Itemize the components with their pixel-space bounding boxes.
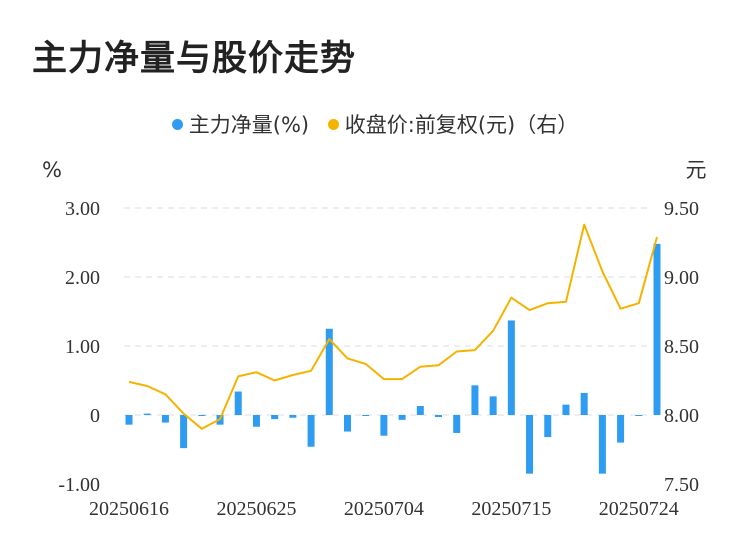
legend-item-close-price[interactable]: 收盘价:前复权(元)（右）	[327, 109, 579, 139]
legend-marker-net-volume	[171, 118, 183, 130]
bar-net-volume	[598, 415, 606, 474]
y-left-tick-label: -1.00	[58, 474, 100, 496]
bar-net-volume	[325, 328, 333, 415]
bar-net-volume	[617, 415, 625, 443]
bar-net-volume	[471, 385, 479, 415]
bar-net-volume	[271, 415, 279, 420]
bar-net-volume	[234, 391, 242, 415]
bar-net-volume	[416, 406, 424, 415]
y-left-unit-label: %	[42, 158, 62, 182]
chart-title: 主力净量与股价走势	[32, 39, 357, 79]
bar-net-volume	[143, 413, 151, 415]
x-tick-label: 20250704	[344, 498, 424, 520]
legend-label-close-price: 收盘价:前复权(元)（右）	[344, 113, 579, 137]
bar-net-volume	[180, 415, 188, 449]
x-tick-label: 20250616	[89, 498, 169, 520]
y-left-tick-label: 3.00	[65, 198, 100, 220]
bar-net-volume	[526, 415, 534, 474]
bar-net-volume	[125, 415, 133, 425]
bar-net-volume	[580, 392, 588, 415]
y-right-tick-label: 9.50	[664, 198, 699, 220]
legend-item-net-volume[interactable]: 主力净量(%)	[171, 109, 310, 139]
bar-net-volume	[507, 320, 515, 415]
bar-net-volume	[489, 396, 497, 415]
y-right-tick-label: 9.00	[664, 267, 699, 289]
bar-net-volume	[435, 415, 443, 418]
y-right-tick-label: 8.00	[664, 405, 699, 427]
bar-net-volume	[380, 415, 388, 436]
bar-net-volume	[453, 415, 461, 433]
x-tick-label: 20250715	[471, 498, 551, 520]
y-right-tick-label: 7.50	[664, 474, 699, 496]
legend-marker-close-price	[327, 118, 339, 130]
line-close-price	[128, 223, 658, 430]
bar-net-volume	[252, 415, 260, 427]
bar-net-volume	[562, 404, 570, 415]
bar-net-volume	[635, 415, 643, 416]
legend-label-net-volume: 主力净量(%)	[188, 113, 310, 137]
bar-net-volume	[544, 415, 552, 438]
bar-net-volume	[307, 415, 315, 447]
bar-net-volume	[343, 415, 351, 432]
bar-net-volume	[653, 243, 661, 415]
bar-net-volume	[362, 415, 370, 416]
bar-net-volume	[398, 415, 406, 420]
y-right-tick-label: 8.50	[664, 336, 699, 358]
y-left-tick-label: 0	[90, 405, 100, 427]
y-left-tick-label: 1.00	[65, 336, 100, 358]
bar-net-volume	[161, 415, 169, 423]
chart-legend: 主力净量(%) 收盘价:前复权(元)（右）	[0, 109, 750, 139]
x-tick-label: 20250625	[216, 498, 296, 520]
y-left-tick-label: 2.00	[65, 267, 100, 289]
y-right-unit-label: 元	[686, 158, 707, 182]
x-tick-label: 20250724	[599, 498, 679, 520]
bar-net-volume	[198, 415, 206, 416]
bar-net-volume	[289, 415, 297, 418]
